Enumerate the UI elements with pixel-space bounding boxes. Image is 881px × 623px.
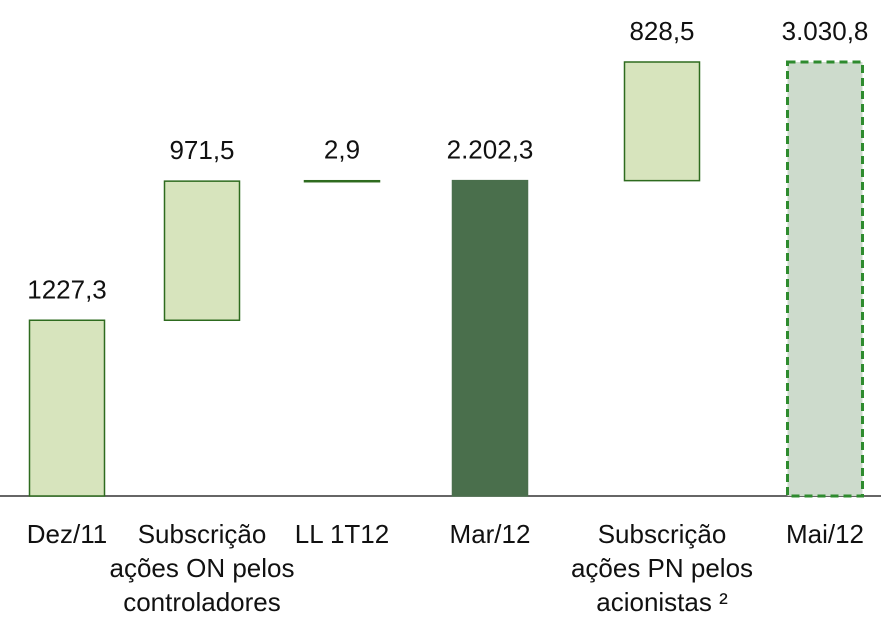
value-label: 1227,3 (27, 274, 107, 304)
x-tick-label-line: acionistas ² (596, 587, 728, 617)
x-tick-label-line: controladores (123, 587, 281, 617)
x-tick-label: Mai/12 (786, 519, 864, 549)
value-label: 971,5 (169, 135, 234, 165)
x-tick-label-line: LL 1T12 (295, 519, 389, 549)
x-tick-label-line: Mar/12 (450, 519, 531, 549)
bar (163, 180, 241, 322)
x-tick-label: Subscrição ações ON pelos controladores (110, 519, 295, 617)
bar (451, 179, 529, 497)
bar (623, 61, 701, 182)
bar (786, 60, 864, 498)
x-tick-label-line: ações PN pelos (571, 553, 753, 583)
x-tick-label-line: ações ON pelos (110, 553, 295, 583)
x-tick-label: Dez/11 (27, 519, 107, 549)
x-tick-label-line: Subscrição (598, 519, 727, 549)
bar (28, 319, 106, 497)
value-label: 828,5 (629, 16, 694, 46)
x-tick-label: Subscrição ações PN pelos acionistas ² (571, 519, 753, 617)
value-label: 2.202,3 (447, 135, 534, 165)
x-tick-label: Mar/12 (450, 519, 531, 549)
value-label: 3.030,8 (782, 16, 869, 46)
x-tick-label-line: Subscrição (138, 519, 267, 549)
x-tick-label-line: Dez/11 (27, 519, 107, 549)
value-label: 2,9 (324, 135, 360, 165)
bar (303, 179, 381, 183)
x-tick-label-line: Mai/12 (786, 519, 864, 549)
x-tick-label: LL 1T12 (295, 519, 389, 549)
